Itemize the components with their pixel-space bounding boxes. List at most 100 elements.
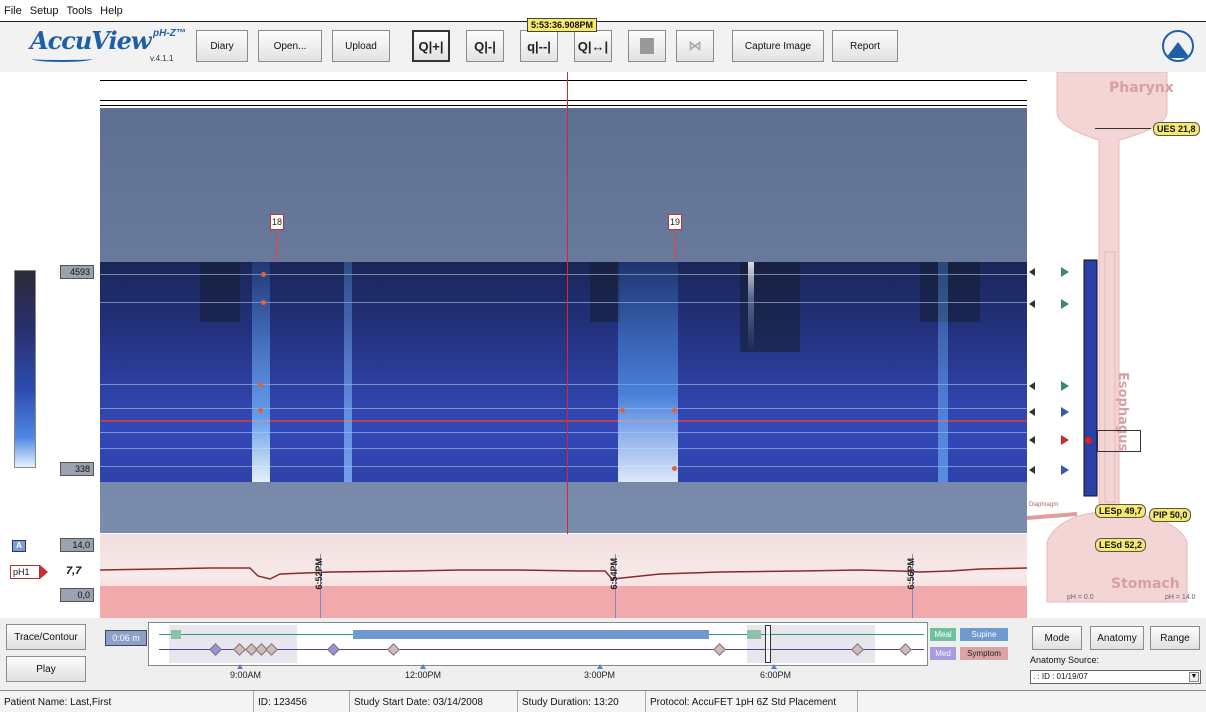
symptom-marker-icon — [387, 643, 400, 656]
report-button[interactable]: Report — [832, 30, 898, 62]
overview-time: 12:00PM — [405, 670, 442, 680]
play-button[interactable]: Play — [6, 656, 86, 682]
sensor-line — [100, 448, 1027, 449]
ph-time-tick — [615, 554, 616, 618]
legend-med[interactable]: Med — [930, 647, 956, 660]
ph-scale-right: pH = 14.0 — [1165, 594, 1196, 601]
pip-tag[interactable]: PIP 50,0 — [1149, 508, 1192, 522]
ph1-channel[interactable]: pH1 — [10, 565, 40, 579]
swallow-band — [252, 262, 270, 482]
ues-tag[interactable]: UES 21,8 — [1153, 122, 1200, 136]
swallow-band — [344, 262, 352, 482]
menu-setup[interactable]: Setup — [29, 4, 59, 17]
time-mark-icon — [237, 664, 243, 669]
ph-scale-left: pH = 0.0 — [1067, 594, 1094, 601]
menu-bar: File Setup Tools Help — [0, 0, 1206, 22]
med-track — [159, 649, 924, 650]
stomach-label: Stomach — [1111, 576, 1180, 592]
app-subbrand: pH-Z™ — [153, 28, 186, 39]
anatomy-button[interactable]: Anatomy — [1090, 626, 1144, 650]
ph-scale-max[interactable]: 14,0 — [60, 538, 94, 552]
legend-supine[interactable]: Supine — [960, 628, 1008, 641]
ph-time-label: 6:54PM — [609, 558, 619, 590]
event-tick — [674, 232, 676, 260]
time-cursor[interactable] — [567, 72, 568, 617]
legend-symptom[interactable]: Symptom — [960, 647, 1008, 660]
study-duration: Study Duration: 13:20 — [518, 691, 646, 712]
menu-file[interactable]: File — [4, 4, 22, 17]
open-button[interactable]: Open... — [258, 30, 322, 62]
zoom-window-label[interactable]: 0:06 m — [105, 630, 147, 646]
sensor-marker-icon — [1061, 381, 1069, 391]
lesd-tag[interactable]: LESd 52,2 — [1095, 538, 1147, 552]
anatomy-source-select[interactable]: . : ID : 01/19/07 ▼ — [1030, 670, 1201, 684]
dark-region — [590, 262, 620, 322]
menu-help[interactable]: Help — [100, 4, 123, 17]
mode-button[interactable]: Mode — [1032, 626, 1082, 650]
zoom-fit-icon[interactable]: Q|↔| — [574, 30, 612, 62]
ph-trace-line — [100, 567, 1027, 580]
upload-button[interactable]: Upload — [332, 30, 390, 62]
pharynx-label: Pharynx — [1109, 80, 1174, 96]
ues-leader — [1095, 128, 1151, 129]
app-logo: AccuView pH-Z™ v.4.1.1 — [30, 26, 186, 66]
anatomy-panel[interactable]: Pharynx Esophagus Stomach Diaphragm pH =… — [1027, 72, 1206, 618]
anatomy-source-value: . : ID : 01/19/07 — [1033, 672, 1088, 681]
ph-time-label: 6:52PM — [314, 558, 324, 590]
trace-contour-button[interactable]: Trace/Contour — [6, 624, 86, 650]
diary-button[interactable]: Diary — [196, 30, 248, 62]
sensor-arrow-icon — [1029, 408, 1035, 416]
pressure-contour-plot[interactable] — [100, 262, 1027, 482]
sensor-marker-icon — [1061, 435, 1069, 445]
dark-region — [200, 262, 240, 322]
time-mark-icon — [420, 664, 426, 669]
zoom-out-icon[interactable]: Q|-| — [466, 30, 504, 62]
a-channel-icon[interactable]: A — [12, 540, 26, 552]
meal-marker — [747, 630, 761, 639]
event-marker-18[interactable]: 18 — [270, 214, 284, 230]
supine-bar — [353, 630, 709, 639]
logo-swoosh — [32, 56, 92, 62]
sensor-arrow-icon — [1029, 436, 1035, 444]
patient-name: Patient Name: Last,First — [0, 691, 254, 712]
cursor-timestamp: 5:53:36.908PM — [527, 18, 598, 32]
ph-scale-min[interactable]: 0,0 — [60, 588, 94, 602]
scale-max[interactable]: 4593 — [60, 265, 94, 279]
contour-point — [258, 408, 263, 413]
zoom-range-icon[interactable]: q|--| — [520, 30, 558, 62]
sensor-marker-icon — [1061, 299, 1069, 309]
swallow-band — [618, 262, 678, 482]
sensor-arrow-icon — [1029, 268, 1035, 276]
overview-time: 9:00AM — [230, 670, 262, 680]
contour-point — [620, 408, 625, 413]
mountain-logo-icon[interactable] — [1162, 30, 1194, 62]
legend-meal[interactable]: Meal — [930, 628, 956, 641]
scale-min[interactable]: 338 — [60, 462, 94, 476]
bowtie-icon[interactable]: ⋈ — [676, 30, 714, 62]
lesp-tag[interactable]: LESp 49,7 — [1095, 504, 1147, 518]
event-marker-19[interactable]: 19 — [668, 214, 682, 230]
capture-image-button[interactable]: Capture Image — [732, 30, 824, 62]
bar-icon[interactable] — [628, 30, 666, 62]
toolbar: AccuView pH-Z™ v.4.1.1 Diary Open... Upl… — [0, 22, 1206, 72]
sensor-arrow-icon — [1029, 466, 1035, 474]
overview-window-handle[interactable] — [765, 625, 771, 663]
ruler-line-top — [100, 80, 1027, 81]
menu-tools[interactable]: Tools — [66, 4, 93, 17]
patient-id: ID: 123456 — [254, 691, 350, 712]
med-marker-icon — [327, 643, 340, 656]
range-button[interactable]: Range — [1150, 626, 1200, 650]
ruler-line-bottom — [100, 105, 1027, 106]
overview-shade — [169, 625, 297, 663]
chevron-down-icon[interactable]: ▼ — [1189, 672, 1199, 682]
sensor-line — [100, 302, 1027, 303]
overview-time: 3:00PM — [584, 670, 616, 680]
color-scale-bar — [14, 270, 36, 468]
time-ruler — [100, 72, 1027, 107]
ph-trace-panel[interactable]: 6:52PM 6:54PM 6:56PM — [100, 534, 1027, 618]
contour-point — [261, 300, 266, 305]
sensor-marker-icon — [1061, 465, 1069, 475]
zoom-in-icon[interactable]: Q|+| — [412, 30, 450, 62]
ph1-arrow-icon — [40, 565, 48, 579]
study-overview[interactable] — [148, 622, 928, 666]
